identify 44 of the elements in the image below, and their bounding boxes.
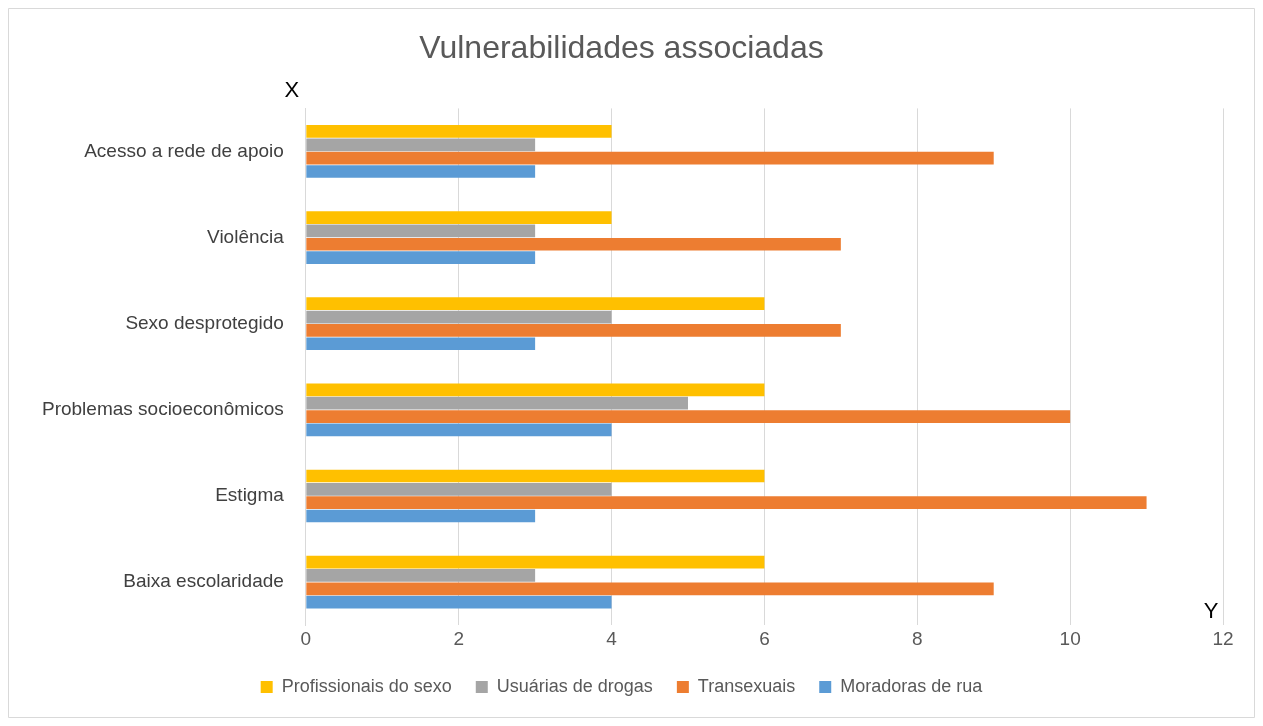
bar	[306, 496, 1147, 510]
bar	[306, 138, 536, 152]
bar	[306, 569, 536, 582]
bar	[306, 410, 1071, 423]
bar	[306, 469, 765, 483]
legend-label: Transexuais	[697, 675, 796, 696]
y-tick-label: Estigma	[215, 484, 285, 506]
x-tick-label: 12	[1212, 627, 1234, 649]
y-tick-label: Sexo desprotegido	[125, 311, 284, 333]
bar	[306, 423, 612, 437]
bar	[306, 383, 765, 397]
legend-label: Moradoras de rua	[840, 675, 984, 696]
x-tick-label: 10	[1059, 627, 1081, 649]
y-tick-label: Problemas socioeconômicos	[41, 398, 284, 420]
y-tick-label: Violência	[207, 225, 285, 247]
bar	[306, 125, 612, 138]
text: X	[284, 77, 300, 103]
bar	[306, 337, 536, 351]
bar	[306, 555, 765, 569]
bar	[306, 310, 612, 324]
legend-label: Usuárias de drogas	[496, 675, 653, 696]
chart-title: Vulnerabilidades associadas	[419, 29, 824, 66]
bar	[306, 237, 841, 251]
bar	[306, 297, 765, 311]
x-tick-label: 0	[300, 627, 312, 649]
x-tick-label: 8	[911, 627, 923, 649]
annotation: Y	[1203, 598, 1219, 624]
bar	[306, 396, 688, 410]
y-tick-label: Baixa escolaridade	[123, 570, 284, 592]
x-tick-label: 4	[606, 627, 618, 649]
bar	[306, 251, 536, 264]
bar	[306, 211, 612, 224]
bar	[306, 324, 841, 337]
bar	[306, 595, 612, 609]
bar	[306, 509, 536, 523]
bar	[306, 165, 536, 178]
bar	[306, 151, 994, 165]
bar	[306, 224, 536, 238]
x-tick-label: 2	[453, 627, 464, 649]
y-tick-label: Acesso a rede de apoio	[84, 139, 284, 161]
bar	[306, 582, 994, 596]
legend-label: Profissionais do sexo	[281, 675, 452, 696]
x-tick-label: 6	[759, 627, 770, 649]
bar	[306, 482, 612, 496]
